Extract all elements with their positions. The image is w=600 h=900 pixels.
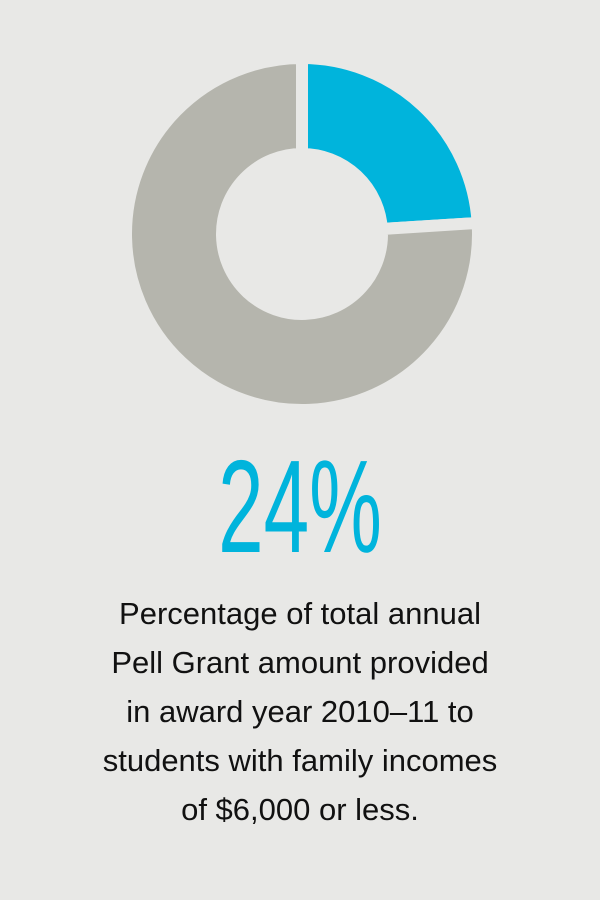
description-line: Percentage of total annual	[119, 596, 481, 631]
slice	[296, 51, 485, 236]
donut-chart	[120, 51, 485, 416]
description: Percentage of total annual Pell Grant amo…	[103, 596, 498, 827]
headline-value: 24%	[218, 434, 382, 581]
description-line: students with family incomes	[103, 743, 498, 778]
description-line: in award year 2010–11 to	[126, 694, 474, 729]
slice	[120, 51, 484, 416]
headline-group: 24%	[218, 434, 382, 581]
description-line: Pell Grant amount provided	[111, 645, 488, 680]
description-line: of $6,000 or less.	[181, 792, 419, 827]
